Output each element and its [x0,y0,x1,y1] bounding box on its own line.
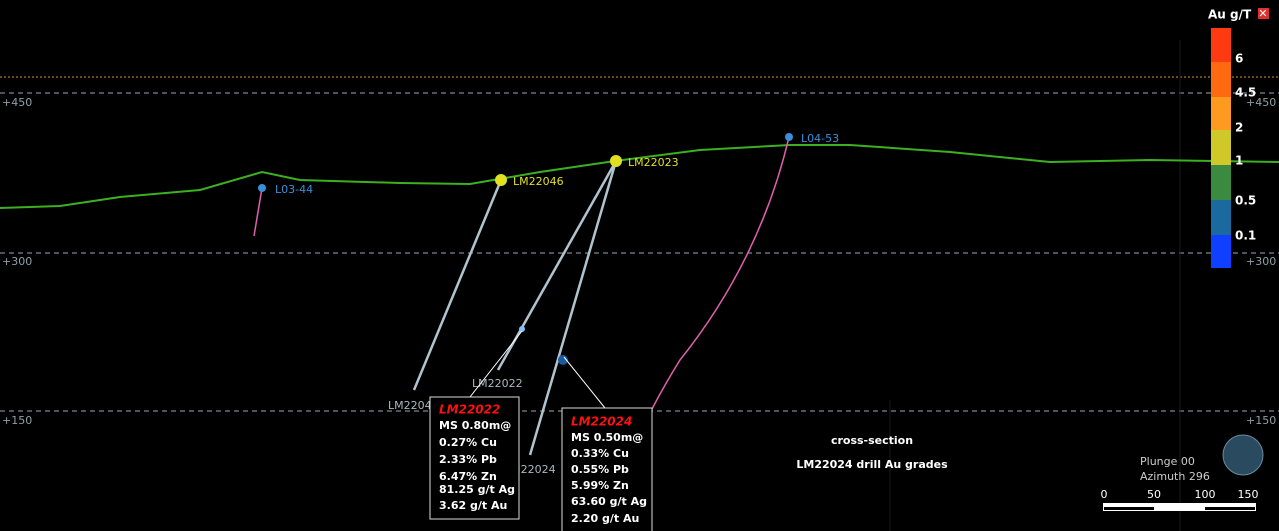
plunge-label: Plunge 00 [1140,455,1195,468]
collar-label: LM22046 [513,175,564,188]
callout-title: LM22024 [571,415,632,429]
drill-trace [412,179,503,391]
scale-bar-segment [1205,507,1255,510]
scale-label: 100 [1195,488,1216,501]
collar-label: L03-44 [275,183,313,196]
elevation-label: +300 [1246,255,1276,268]
elevation-label: +450 [1246,96,1276,109]
hole-label: LM22022 [472,377,523,390]
legend-label: 0.5 [1235,194,1256,208]
callout-line: 3.62 g/t Au [439,499,507,512]
caption: LM22024 drill Au grades [796,458,948,471]
callout-line: 0.27% Cu [439,436,497,449]
legend-label: 1 [1235,154,1243,168]
hole-label: LM22046 [388,399,439,412]
callout-line: MS 0.80m@ [439,419,511,432]
legend-band [1211,28,1231,62]
callout-line: 2.33% Pb [439,453,497,466]
legend: Au g/T ✕ 6 4.5 2 1 0.5 0.1 [1208,7,1269,268]
callout-frame [429,396,520,520]
elevation-label: +450 [2,96,32,109]
drill-trace [253,187,263,237]
scale-bar-frame [1103,503,1256,511]
callout-line: 63.60 g/t Ag [571,495,647,508]
drill-trace [528,160,618,456]
collar-label: L04-53 [801,132,839,145]
sample-marker [519,326,525,332]
callout-box: LM22022 MS 0.80m@ 0.27% Cu 2.33% Pb 6.47… [429,396,520,520]
orientation-globe[interactable] [1222,434,1264,476]
scale-label: 0 [1101,488,1108,501]
collar-marker [785,133,793,141]
legend-label: 4.5 [1235,86,1256,100]
callout-pointer [563,356,606,409]
collar-label: LM22023 [628,156,679,169]
callout-title: LM22022 [439,403,500,417]
scale-bar-segment [1104,507,1154,510]
legend-band [1211,165,1231,200]
legend-label: 0.1 [1235,229,1256,243]
legend-band [1211,130,1231,165]
scale-bar: 0 50 100 150 [1101,488,1259,511]
topography [0,144,1279,209]
azimuth-label: Azimuth 296 [1140,470,1210,483]
legend-band [1211,235,1231,268]
legend-band [1211,200,1231,235]
sample-marker [558,355,568,365]
collar-marker [610,155,622,167]
legend-title: Au g/T [1208,8,1252,22]
legend-label: 6 [1235,52,1243,66]
callout-line: 5.99% Zn [571,479,629,492]
elevation-label: +150 [2,414,32,427]
callout-frame [561,407,653,531]
drill-trace [496,160,618,371]
callout-line: 0.55% Pb [571,463,629,476]
legend-band [1211,97,1231,130]
close-button[interactable] [1258,8,1269,19]
callout-line: 0.33% Cu [571,447,629,460]
collar-marker [258,184,266,192]
callout-line: MS 0.50m@ [571,431,643,444]
callout-line: 81.25 g/t Ag [439,483,515,496]
elevation-label: +150 [1246,414,1276,427]
scale-label: 150 [1238,488,1259,501]
callout-line: 6.47% Zn [439,470,497,483]
elevation-label: +300 [2,255,32,268]
collar-marker [495,174,507,186]
callout-pointer [469,330,523,398]
legend-label: 2 [1235,121,1243,135]
callout-box: LM22024 MS 0.50m@ 0.33% Cu 0.55% Pb 5.99… [561,407,653,531]
close-icon: ✕ [1258,7,1267,20]
scale-label: 50 [1147,488,1161,501]
caption: cross-section [831,434,913,447]
callout-line: 2.20 g/t Au [571,512,639,525]
legend-band [1211,62,1231,97]
